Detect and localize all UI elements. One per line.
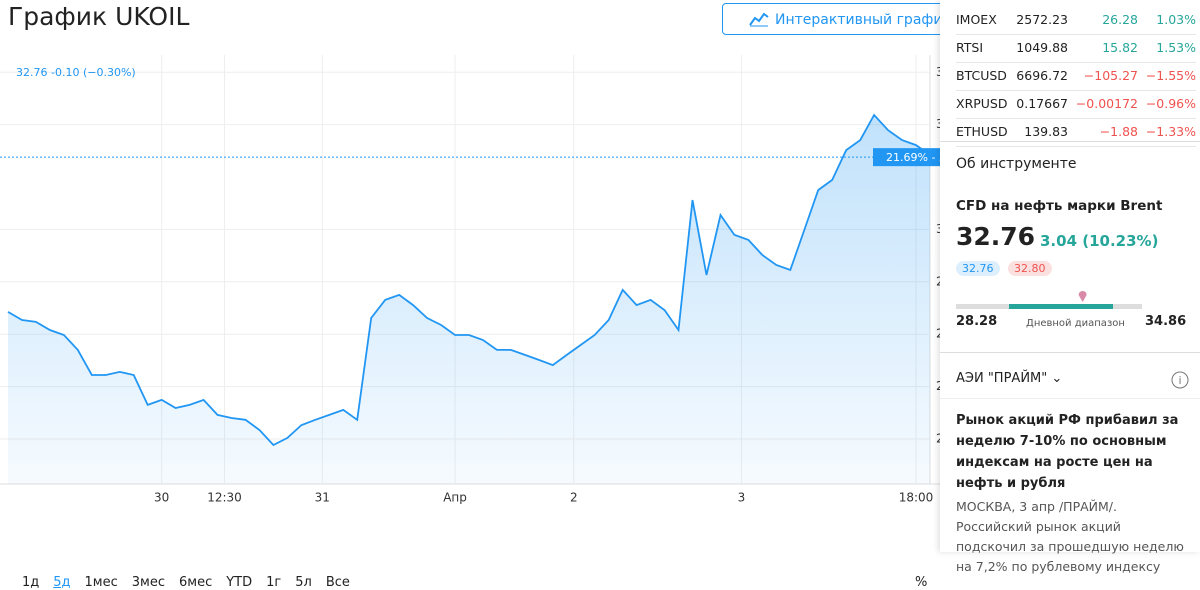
y-tick-label: 2 [936, 379, 940, 393]
ticker-row[interactable]: IMOEX 2572.23 26.28 1.03% [956, 6, 1196, 35]
y-tick-label: 2 [936, 431, 940, 445]
instrument-name: CFD на нефть марки Brent [956, 198, 1163, 214]
period-button[interactable]: Все [325, 575, 350, 590]
ticker-price: 139.83 [1024, 124, 1068, 139]
percent-button[interactable]: % [915, 575, 928, 590]
instrument-change: 3.04 (10.23%) [1040, 232, 1159, 250]
range-marker [1078, 290, 1087, 302]
ticker-pct: 1.03% [1156, 12, 1196, 27]
x-tick-label: 12:30 [207, 491, 242, 505]
range-label: Дневной диапазон [1026, 318, 1125, 329]
divider [940, 398, 1200, 399]
chart-icon [749, 12, 769, 27]
divider [940, 352, 1200, 353]
info-icon[interactable]: i [1170, 370, 1190, 390]
ticker-change: −105.27 [1083, 68, 1138, 83]
price-label: 21.69% - 3 [886, 151, 940, 164]
ticker-name: RTSI [956, 40, 984, 55]
news-source[interactable]: АЭИ "ПРАЙМ" ⌄ [956, 371, 1063, 386]
instrument-price: 32.76 [956, 222, 1036, 251]
ask: 32.80 [1008, 261, 1052, 276]
y-tick-label: 2 [936, 274, 940, 288]
ticker-price: 1049.88 [1016, 40, 1068, 55]
ticker-pct: −1.33% [1145, 124, 1196, 139]
y-tick-label: 3 [936, 65, 940, 79]
range-high: 34.86 [1145, 314, 1187, 329]
ticker-pct: 1.53% [1156, 40, 1196, 55]
ticker-name: ETHUSD [956, 124, 1008, 139]
x-tick-label: 3 [738, 491, 746, 505]
period-button[interactable]: 3мес [131, 575, 165, 590]
ticker-row[interactable]: ETHUSD 139.83 −1.88 −1.33% [956, 118, 1196, 147]
ticker-price: 2572.23 [1016, 12, 1068, 27]
ticker-name: BTCUSD [956, 68, 1007, 83]
price-label-bg [873, 148, 953, 167]
x-tick-label: 30 [154, 491, 169, 505]
bid: 32.76 [956, 261, 1000, 276]
ticker-pct: −1.55% [1145, 68, 1196, 83]
period-button[interactable]: 1г [266, 575, 282, 590]
period-selector: 1д 5д 1мес 3мес 6мес YTD 1г 5л Все [22, 575, 364, 590]
source-name: АЭИ "ПРАЙМ" [956, 371, 1048, 386]
news-body: МОСКВА, 3 апр /ПРАЙМ/. Российский рынок … [956, 499, 1184, 574]
range-low: 28.28 [956, 314, 998, 329]
ticker-name: IMOEX [956, 12, 997, 27]
ticker-row[interactable]: BTCUSD 6696.72 −105.27 −1.55% [956, 62, 1196, 91]
period-button[interactable]: 1мес [84, 575, 118, 590]
x-tick-label: 31 [315, 491, 330, 505]
ticker-price: 6696.72 [1016, 68, 1068, 83]
ticker-change: −1.88 [1099, 124, 1138, 139]
period-button[interactable]: 5л [295, 575, 312, 590]
x-tick-label: Апр [443, 491, 467, 505]
area [8, 115, 930, 484]
ticker-price: 0.17667 [1016, 96, 1068, 111]
ticker-change: 15.82 [1102, 40, 1138, 55]
interactive-chart-button[interactable]: Интерактивный графи [722, 3, 952, 35]
news-headline[interactable]: Рынок акций РФ прибавил за неделю 7-10% … [956, 413, 1179, 491]
svg-text:i: i [1178, 374, 1181, 387]
x-tick-label: 18:00 [899, 491, 934, 505]
ticker-name: XRPUSD [956, 96, 1008, 111]
side-panel: IMOEX 2572.23 26.28 1.03% RTSI 1049.88 15.82 1.… [940, 0, 1200, 574]
section-heading: Об инструменте [956, 156, 1077, 172]
y-tick-label: 3 [936, 117, 940, 131]
period-button[interactable]: 1д [22, 575, 40, 590]
range-fill [1009, 304, 1113, 309]
period-button[interactable]: 5д [53, 575, 71, 590]
ticker-row[interactable]: XRPUSD 0.17667 −0.00172 −0.96% [956, 90, 1196, 119]
x-tick-label: 2 [570, 491, 578, 505]
chart-legend: 32.76 -0.10 (−0.30%) [16, 66, 136, 79]
button-label: Интерактивный графи [775, 12, 943, 28]
ticker-row[interactable]: RTSI 1049.88 15.82 1.53% [956, 34, 1196, 63]
page-title: График UKOIL [8, 2, 190, 31]
period-button[interactable]: YTD [226, 575, 253, 590]
chart-container: 32.76 -0.10 (−0.30%) 2 2 2 2 3 3 3 30 12:30 31 Апр… [0, 55, 953, 590]
chart: 32.76 -0.10 (−0.30%) 2 2 2 2 3 3 3 30 12:30 31 Апр… [0, 55, 953, 505]
y-tick-label: 3 [936, 222, 940, 236]
ticker-change: 26.28 [1102, 12, 1138, 27]
range-bar [956, 290, 1142, 309]
period-button[interactable]: 6мес [179, 575, 213, 590]
ticker-change: −0.00172 [1075, 96, 1138, 111]
y-tick-label: 2 [936, 327, 940, 341]
ticker-pct: −0.96% [1145, 96, 1196, 111]
price-line [7, 113, 931, 447]
divider [940, 141, 1200, 142]
